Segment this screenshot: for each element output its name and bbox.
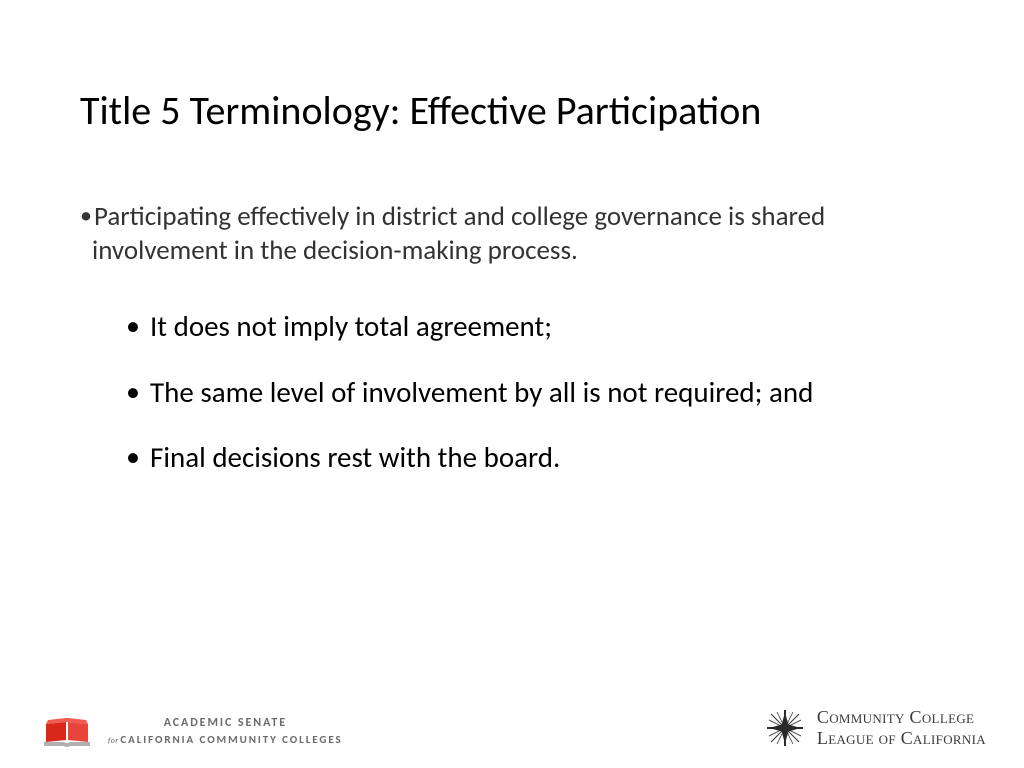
intro-paragraph: •Participating effectively in district a…: [80, 200, 950, 268]
bullet-icon: •: [80, 201, 92, 230]
list-item: It does not imply total agreement;: [126, 308, 946, 346]
list-item: Final decisions rest with the board.: [126, 439, 946, 477]
logo-right-text: Community College League of California: [817, 707, 986, 750]
logo-left-text: ACADEMIC SENATE forCALIFORNIA COMMUNITY …: [108, 715, 343, 747]
sub-bullet-list: It does not imply total agreement; The s…: [126, 308, 946, 505]
logo-left-line1: ACADEMIC SENATE: [108, 715, 343, 732]
slide: Title 5 Terminology: Effective Participa…: [0, 0, 1024, 768]
list-item: The same level of involvement by all is …: [126, 374, 946, 412]
logo-right-line2: League of California: [817, 728, 986, 750]
logo-right-line1: Community College: [817, 707, 986, 729]
footer: ACADEMIC SENATE forCALIFORNIA COMMUNITY …: [0, 698, 1024, 768]
logo-community-college-league: Community College League of California: [765, 707, 986, 750]
book-icon: [40, 712, 94, 750]
slide-title: Title 5 Terminology: Effective Participa…: [80, 86, 761, 135]
intro-text: Participating effectively in district an…: [92, 200, 825, 267]
logo-left-line2: forCALIFORNIA COMMUNITY COLLEGES: [108, 732, 343, 747]
logo-academic-senate: ACADEMIC SENATE forCALIFORNIA COMMUNITY …: [40, 712, 343, 750]
starburst-icon: [765, 708, 805, 748]
